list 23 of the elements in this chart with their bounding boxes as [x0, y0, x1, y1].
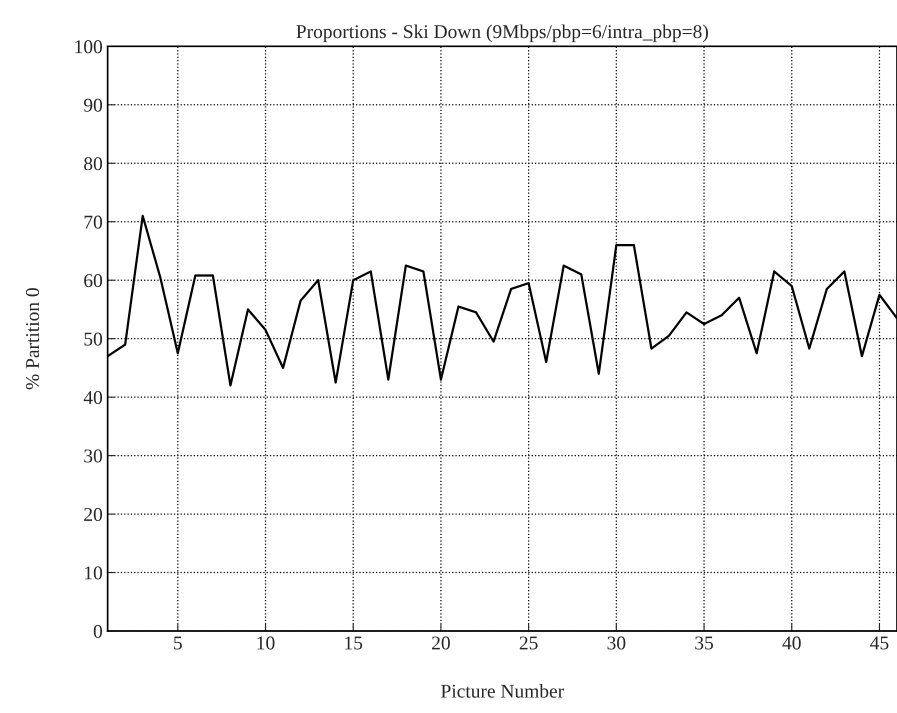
- y-tick-label: 30: [84, 449, 102, 463]
- x-axis-title: Picture Number: [441, 684, 564, 698]
- x-tick-label: 45: [870, 636, 888, 650]
- y-axis-title: % Partition 0: [26, 288, 40, 390]
- y-tick-label: 100: [75, 40, 102, 54]
- x-tick-label: 5: [174, 636, 182, 650]
- y-tick-label: 20: [84, 508, 102, 522]
- x-tick-label: 40: [782, 636, 801, 650]
- y-tick-label: 70: [84, 216, 102, 229]
- y-tick-label: 0: [94, 624, 102, 638]
- x-tick-label: 25: [520, 636, 538, 650]
- y-tick-label: 40: [84, 390, 102, 404]
- y-tick-label: 60: [84, 274, 102, 288]
- x-tick-label: 35: [695, 636, 714, 650]
- y-tick-label: 10: [85, 566, 102, 580]
- x-tick-label: 30: [608, 636, 626, 650]
- chart-title: Proportions - Ski Down (9Mbps/pbp=6/intra_pbp=8): [296, 24, 708, 42]
- y-tick-label: 90: [84, 98, 102, 112]
- y-tick-label: 80: [84, 157, 102, 170]
- x-tick-label: 20: [432, 636, 450, 650]
- x-tick-label: 15: [345, 636, 362, 650]
- x-tick-label: 10: [258, 636, 274, 650]
- y-tick-label: 50: [84, 332, 102, 346]
